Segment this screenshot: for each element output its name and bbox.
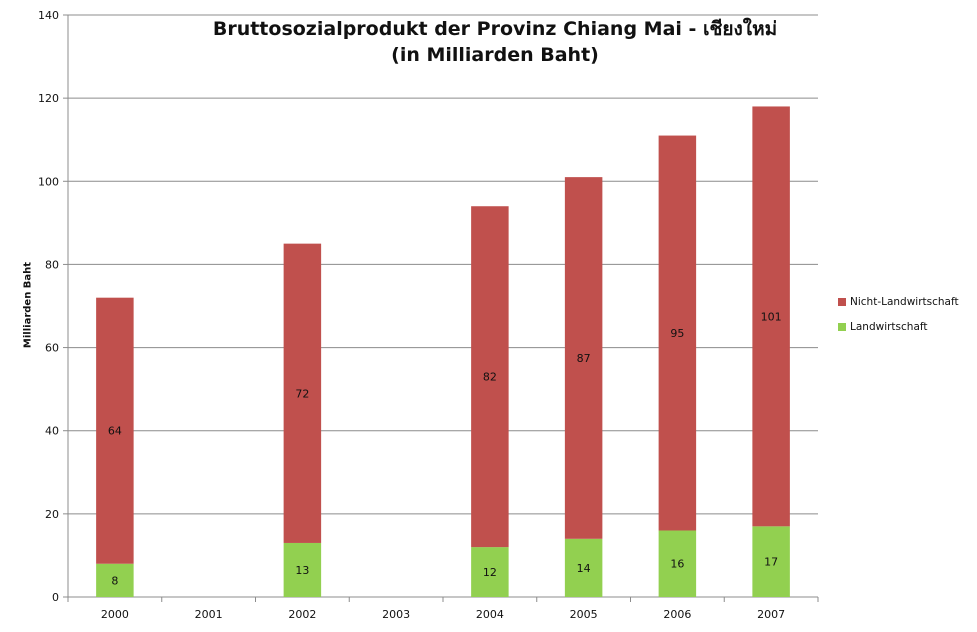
data-label: 95 xyxy=(670,327,684,340)
x-tick-label: 2001 xyxy=(195,608,223,621)
y-tick-label: 60 xyxy=(45,342,59,355)
bar-nicht-landwirtschaft xyxy=(658,135,697,531)
x-tick-label: 2000 xyxy=(101,608,129,621)
data-label: 82 xyxy=(483,371,497,384)
gridlines xyxy=(68,14,818,598)
bar-nicht-landwirtschaft xyxy=(96,297,134,564)
x-tick-label: 2003 xyxy=(382,608,410,621)
data-label: 64 xyxy=(108,425,122,438)
bar-nicht-landwirtschaft xyxy=(471,206,509,548)
bar-nicht-landwirtschaft xyxy=(564,177,603,539)
y-tick-label: 20 xyxy=(45,508,59,521)
y-tick-label: 40 xyxy=(45,425,59,438)
bar-landwirtschaft xyxy=(752,526,790,597)
bar-landwirtschaft xyxy=(283,542,322,597)
y-axis-label: Milliarden Baht xyxy=(22,261,34,349)
data-label: 14 xyxy=(577,562,591,575)
x-tick-label: 2002 xyxy=(288,608,316,621)
legend-item-nicht-landwirtschaft: Nicht-Landwirtschaft xyxy=(838,296,959,308)
legend-label-landwirtschaft: Landwirtschaft xyxy=(850,321,928,333)
bar-landwirtschaft xyxy=(96,563,134,597)
chart-title-line-1: Bruttosozialprodukt der Provinz Chiang M… xyxy=(212,18,778,40)
y-tick-label: 100 xyxy=(38,175,59,188)
bar-nicht-landwirtschaft xyxy=(283,243,322,543)
y-tick-label: 80 xyxy=(45,258,59,271)
data-label: 101 xyxy=(761,310,782,323)
bar-landwirtschaft xyxy=(471,547,509,597)
x-tick-label: 2004 xyxy=(476,608,504,621)
data-label: 13 xyxy=(295,564,309,577)
y-tick-label: 0 xyxy=(52,591,59,604)
x-tick-label: 2006 xyxy=(663,608,691,621)
legend-item-landwirtschaft: Landwirtschaft xyxy=(838,321,928,333)
x-tick-label: 2007 xyxy=(757,608,785,621)
chart-title-line-2: (in Milliarden Baht) xyxy=(391,44,599,66)
bar-landwirtschaft xyxy=(564,538,603,597)
x-tick-label: 2005 xyxy=(570,608,598,621)
data-label: 87 xyxy=(577,352,591,365)
legend-label-nicht-landwirtschaft: Nicht-Landwirtschaft xyxy=(850,296,959,308)
y-tick-label: 120 xyxy=(38,92,59,105)
labels: 0 20 40 60 80 100 120 140 2000 2001 2002 2003 2004 20… xyxy=(38,9,785,621)
data-label: 72 xyxy=(295,387,309,400)
legend-swatch-nicht-landwirtschaft xyxy=(838,298,846,306)
bar-landwirtschaft xyxy=(658,530,697,597)
data-label: 8 xyxy=(111,574,118,587)
data-label: 16 xyxy=(670,558,684,571)
data-label: 17 xyxy=(764,556,778,569)
bars xyxy=(96,106,790,597)
data-label: 12 xyxy=(483,566,497,579)
y-tick-label: 140 xyxy=(38,9,59,22)
bar-nicht-landwirtschaft xyxy=(752,106,790,527)
legend-swatch-landwirtschaft xyxy=(838,323,846,331)
